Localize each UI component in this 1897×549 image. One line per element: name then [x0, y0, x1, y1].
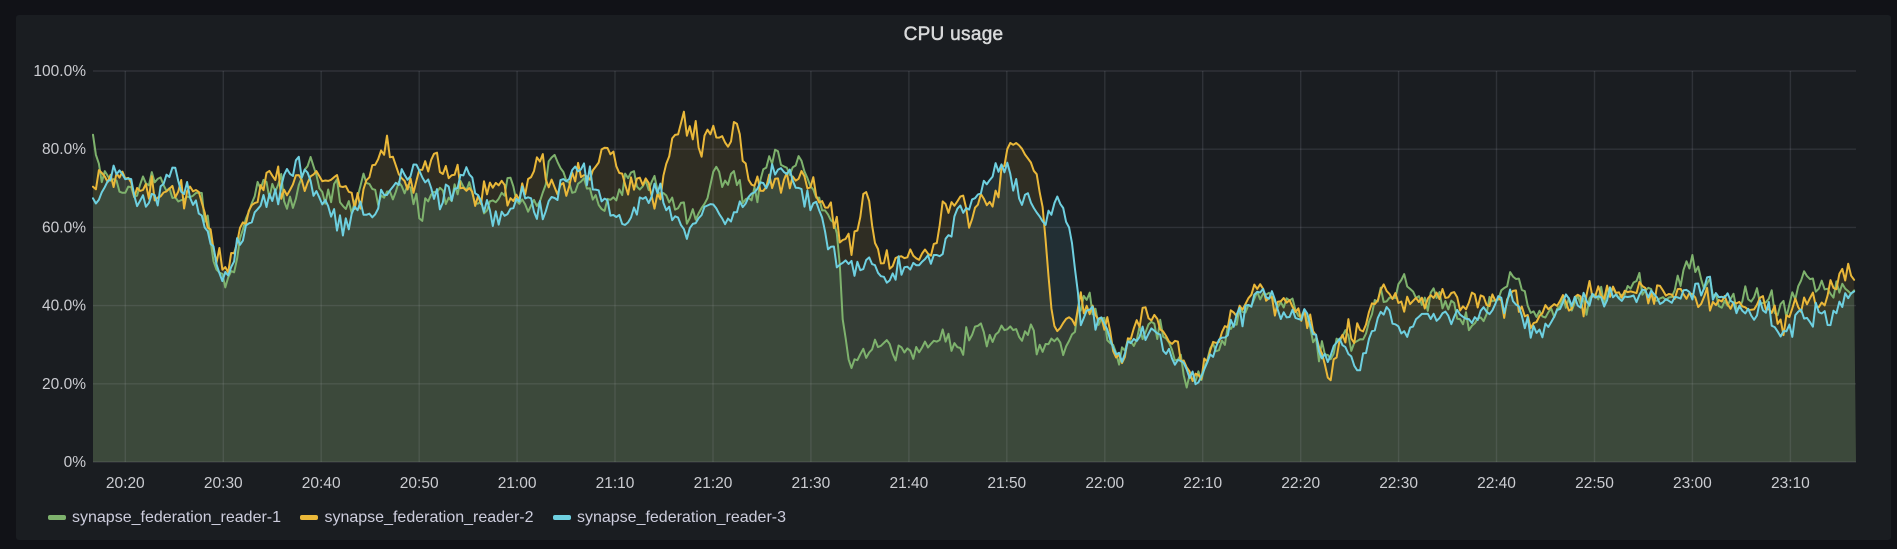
svg-text:20.0%: 20.0% — [42, 376, 86, 393]
svg-text:22:10: 22:10 — [1183, 475, 1222, 492]
svg-text:20:40: 20:40 — [302, 475, 341, 492]
svg-text:60.0%: 60.0% — [42, 219, 86, 236]
svg-text:21:00: 21:00 — [498, 475, 537, 492]
svg-text:21:30: 21:30 — [792, 475, 831, 492]
svg-text:23:10: 23:10 — [1771, 475, 1810, 492]
svg-text:21:40: 21:40 — [890, 475, 929, 492]
svg-text:20:50: 20:50 — [400, 475, 439, 492]
svg-text:22:30: 22:30 — [1379, 475, 1418, 492]
svg-text:22:40: 22:40 — [1477, 475, 1516, 492]
svg-text:0%: 0% — [64, 454, 87, 471]
svg-text:21:10: 21:10 — [596, 475, 635, 492]
svg-text:80.0%: 80.0% — [42, 141, 86, 158]
svg-text:23:00: 23:00 — [1673, 475, 1712, 492]
svg-text:22:20: 22:20 — [1281, 475, 1320, 492]
svg-text:22:50: 22:50 — [1575, 475, 1614, 492]
svg-text:100.0%: 100.0% — [33, 63, 86, 80]
svg-text:22:00: 22:00 — [1085, 475, 1124, 492]
svg-text:21:20: 21:20 — [694, 475, 733, 492]
svg-text:20:30: 20:30 — [204, 475, 243, 492]
svg-text:20:20: 20:20 — [106, 475, 145, 492]
svg-text:21:50: 21:50 — [987, 475, 1026, 492]
svg-text:40.0%: 40.0% — [42, 298, 86, 315]
